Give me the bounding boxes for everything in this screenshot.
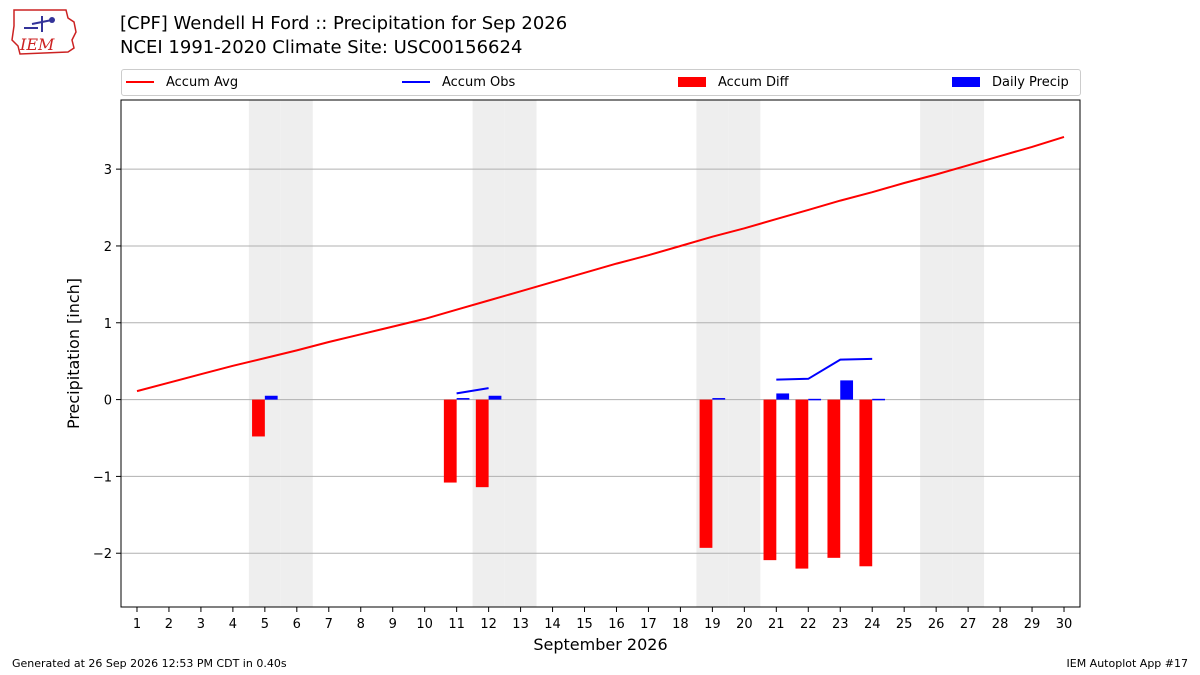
daily-precip-bar xyxy=(264,395,278,400)
weekend-shade xyxy=(952,100,985,607)
legend-item-accum-avg: Accum Avg xyxy=(126,73,238,91)
legend-item-accum-obs: Accum Obs xyxy=(402,73,515,91)
x-tick-label: 27 xyxy=(960,617,977,632)
weekend-shade xyxy=(920,100,953,607)
x-tick-label: 7 xyxy=(325,617,333,632)
accum-diff-bar xyxy=(859,399,873,567)
accum-diff-bar xyxy=(763,399,777,561)
y-tick-label: −2 xyxy=(93,547,112,562)
x-tick-label: 11 xyxy=(448,617,465,632)
x-tick-label: 17 xyxy=(640,617,657,632)
daily-precip-bar xyxy=(488,395,502,400)
chart-subtitle: NCEI 1991-2020 Climate Site: USC00156624 xyxy=(120,37,523,58)
x-tick-label: 28 xyxy=(992,617,1009,632)
y-tick-label: 0 xyxy=(104,394,112,409)
y-tick-label: 1 xyxy=(104,317,112,332)
legend-label-accum-avg: Accum Avg xyxy=(166,74,239,90)
x-tick-label: 3 xyxy=(197,617,205,632)
x-tick-label: 15 xyxy=(576,617,593,632)
x-tick-label: 22 xyxy=(800,617,817,632)
legend-label-accum-diff: Accum Diff xyxy=(718,74,789,90)
weekend-shade xyxy=(504,100,537,607)
x-tick-label: 14 xyxy=(544,617,561,632)
chart-title: [CPF] Wendell H Ford :: Precipitation fo… xyxy=(120,13,568,34)
legend-swatch-accum-avg xyxy=(126,81,154,83)
accum-avg-line xyxy=(136,135,1065,393)
accum-obs-line xyxy=(456,387,489,395)
x-tick-label: 4 xyxy=(229,617,237,632)
accum-diff-bar xyxy=(252,399,265,437)
x-tick-label: 18 xyxy=(672,617,689,632)
x-tick-label: 21 xyxy=(768,617,785,632)
svg-text:IEM: IEM xyxy=(19,35,55,54)
x-tick-label: 30 xyxy=(1056,617,1073,632)
accum-obs-line xyxy=(776,357,873,381)
chart-legend: Accum Avg Accum Obs Accum Diff Daily Pre… xyxy=(121,69,1081,96)
x-tick-label: 25 xyxy=(896,617,913,632)
x-tick-label: 2 xyxy=(165,617,173,632)
x-tick-label: 16 xyxy=(608,617,625,632)
x-tick-label: 19 xyxy=(704,617,721,632)
daily-precip-bar xyxy=(872,398,886,401)
accum-diff-bar xyxy=(443,399,457,483)
y-tick-label: 3 xyxy=(104,163,112,178)
x-tick-label: 13 xyxy=(512,617,529,632)
accum-diff-bar xyxy=(699,399,713,548)
legend-swatch-daily-precip xyxy=(952,77,980,87)
legend-swatch-accum-diff xyxy=(678,77,706,87)
x-tick-label: 12 xyxy=(480,617,497,632)
x-tick-label: 24 xyxy=(864,617,881,632)
legend-swatch-accum-obs xyxy=(402,81,430,83)
x-tick-label: 29 xyxy=(1024,617,1041,632)
plot-frame xyxy=(120,99,1081,608)
iem-logo: IEM xyxy=(8,6,80,58)
legend-item-accum-diff: Accum Diff xyxy=(678,73,789,91)
daily-precip-bar xyxy=(456,398,470,400)
daily-precip-bar xyxy=(776,393,790,400)
daily-precip-bar xyxy=(808,398,822,401)
daily-precip-bar xyxy=(840,380,854,400)
x-tick-label: 1 xyxy=(133,617,141,632)
legend-label-daily-precip: Daily Precip xyxy=(992,74,1069,90)
accum-diff-bar xyxy=(827,399,841,558)
y-tick-label: −1 xyxy=(93,470,112,485)
x-axis-label: September 2026 xyxy=(533,635,667,654)
legend-item-daily-precip: Daily Precip xyxy=(952,73,1069,91)
x-tick-label: 8 xyxy=(357,617,365,632)
x-tick-label: 23 xyxy=(832,617,849,632)
legend-label-accum-obs: Accum Obs xyxy=(442,74,516,90)
y-axis-label: Precipitation [inch] xyxy=(64,278,83,429)
y-tick-label: 2 xyxy=(104,240,112,255)
x-tick-label: 5 xyxy=(261,617,269,632)
x-tick-label: 9 xyxy=(389,617,397,632)
autoplot-app-id: IEM Autoplot App #17 xyxy=(1066,657,1189,670)
weekend-shade xyxy=(472,100,505,607)
accum-diff-bar xyxy=(475,399,489,488)
accum-diff-bar xyxy=(795,399,809,569)
generated-timestamp: Generated at 26 Sep 2026 12:53 PM CDT in… xyxy=(12,657,287,670)
x-tick-label: 26 xyxy=(928,617,945,632)
x-tick-label: 10 xyxy=(416,617,433,632)
daily-precip-bar xyxy=(712,398,726,400)
x-tick-label: 20 xyxy=(736,617,753,632)
x-tick-label: 6 xyxy=(293,617,301,632)
weekend-shade xyxy=(728,100,761,607)
weekend-shade xyxy=(248,100,281,607)
